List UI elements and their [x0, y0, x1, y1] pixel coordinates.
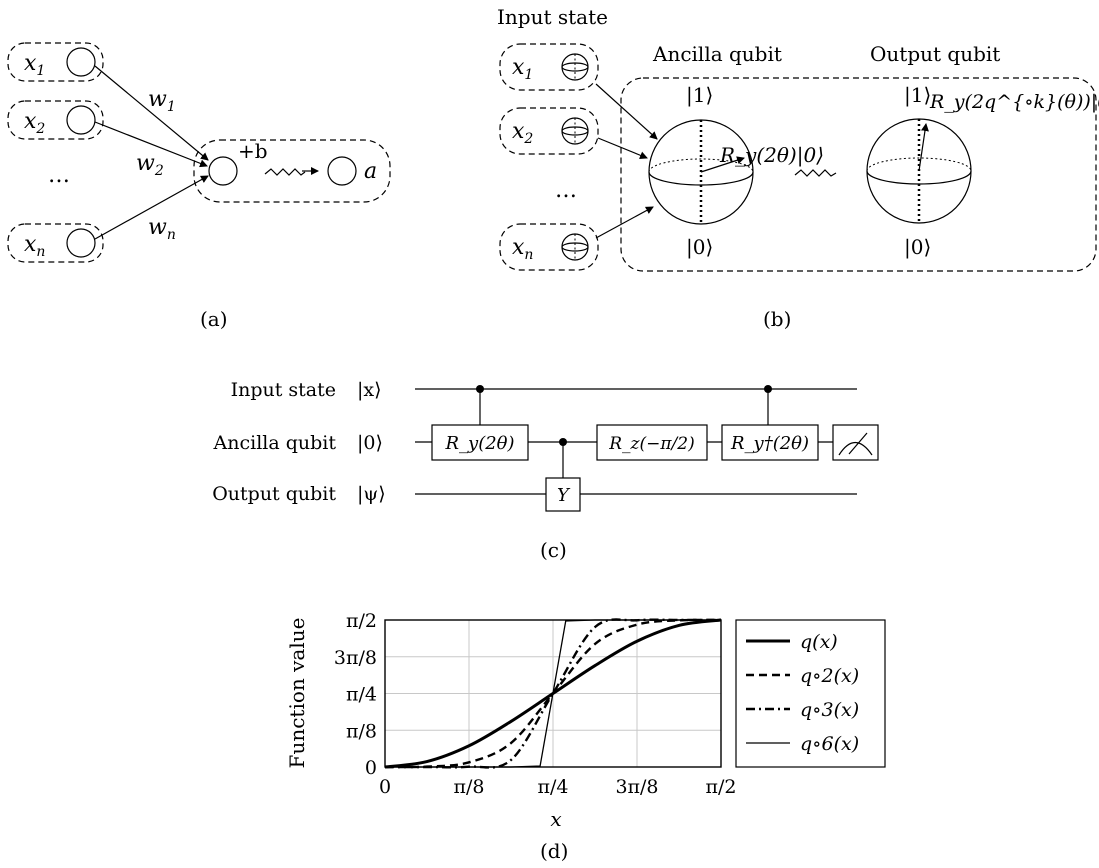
input-node-n	[66, 228, 96, 258]
panel-b: Input state Ancilla qubit Output qubit x…	[497, 5, 1099, 331]
input-xn: xn	[24, 232, 45, 260]
b-input-box-1	[499, 43, 599, 91]
mini-bloch-1	[561, 53, 589, 81]
weight-w2: w2	[136, 151, 164, 179]
output-ket0: |0⟩	[904, 235, 931, 260]
chart-legend: q(x) q∘2(x) q∘3(x) q∘6(x)	[735, 619, 886, 768]
gate-rz	[596, 424, 708, 461]
b-input-xn: xn	[512, 235, 533, 263]
row-label-output: Output qubit	[212, 483, 336, 505]
x-tick-label: π/2	[706, 776, 737, 798]
gate-rz-label: R_z(−π/2)	[608, 434, 694, 454]
caption-a: (a)	[200, 307, 228, 331]
meter-arc	[838, 441, 873, 456]
ancilla-rotation: R_y(2θ)|0⟩	[719, 143, 824, 168]
caption-c: (c)	[540, 538, 567, 562]
legend-label-q2: q∘2(x)	[800, 665, 859, 687]
x-tick-label: 3π/8	[615, 776, 658, 798]
ancilla-ket1: |1⟩	[686, 83, 713, 108]
legend-label-q3: q∘3(x)	[800, 699, 859, 721]
ellipsis-a: …	[48, 163, 70, 188]
y-tick-label: 0	[365, 757, 377, 779]
row-label-input: Input state	[231, 379, 336, 401]
x-tick-label: π/4	[538, 776, 569, 798]
x-tick-label: π/8	[454, 776, 485, 798]
input-node-1	[66, 47, 96, 77]
chart-series	[384, 618, 722, 769]
qubit-box	[620, 77, 1097, 272]
row-label-ancilla: Ancilla qubit	[213, 432, 337, 454]
y-tick-label: π/8	[346, 720, 377, 742]
series-line-4	[384, 619, 722, 768]
legend-label-q6: q∘6(x)	[800, 733, 859, 755]
input-x1: x1	[24, 51, 45, 79]
b-input-box-n	[499, 223, 599, 271]
b-squiggle	[794, 169, 837, 177]
ancilla-bloch-sphere	[648, 119, 754, 225]
caption-b: (b)	[763, 307, 791, 331]
ancilla-ket0: |0⟩	[686, 235, 713, 260]
ancilla-label: Ancilla qubit	[652, 42, 782, 66]
gate-ry	[431, 424, 529, 461]
ket-x: |x⟩	[357, 379, 382, 401]
legend-label-q: q(x)	[800, 631, 838, 653]
mini-bloch-n	[561, 233, 589, 261]
y-tick-label: π/2	[346, 610, 377, 632]
panel-a: x1 x2 xn … w1 w2 wn +b a (a)	[7, 42, 391, 331]
gate-ry-dagger-label: R_y†(2θ)	[730, 433, 809, 454]
ellipsis-b: …	[555, 178, 577, 203]
output-node	[327, 156, 357, 186]
plot-frame	[384, 619, 722, 768]
neuron-box	[193, 139, 391, 203]
panel-c: Input state Ancilla qubit Output qubit |…	[212, 379, 879, 562]
weight-wn: wn	[148, 215, 176, 243]
input-box-2	[7, 100, 104, 140]
input-box-n	[7, 223, 104, 263]
weight-arrow-n	[94, 175, 209, 240]
y-axis-label: Function value	[285, 618, 309, 769]
meter-needle	[848, 432, 868, 455]
activation-squiggle	[264, 168, 306, 176]
input-x2: x2	[24, 109, 45, 137]
gate-ry-label: R_y(2θ)	[444, 433, 514, 454]
output-bloch-sphere	[866, 118, 972, 224]
mini-bloch-2	[561, 117, 589, 145]
x-axis-label: x	[550, 807, 561, 831]
y-tick-label: π/4	[346, 684, 377, 706]
weight-w1: w1	[148, 87, 176, 115]
output-ket1: |1⟩	[904, 83, 931, 108]
gate-y	[545, 477, 581, 512]
gate-ry-dagger	[721, 424, 819, 461]
chart-ticks: 00 π/8 π/8 π/4 π/4 3π/8 3π/8 π/2 π/2	[334, 610, 737, 798]
input-node-2	[66, 105, 96, 135]
b-input-x1: x1	[512, 55, 533, 83]
caption-d: (d)	[540, 839, 568, 863]
weight-arrow-2	[94, 121, 208, 168]
panel-d: 00 π/8 π/8 π/4 π/4 3π/8 3π/8 π/2 π/2 x Function …	[285, 610, 886, 863]
b-input-box-2	[499, 107, 599, 155]
sum-node	[208, 156, 238, 186]
b-arrow-1	[595, 83, 658, 140]
input-state-label: Input state	[497, 5, 608, 29]
b-arrow-n	[595, 206, 654, 239]
b-arrow-2	[597, 137, 648, 160]
x-tick-label: 0	[379, 776, 391, 798]
b-input-x2: x2	[512, 119, 533, 147]
ket-0: |0⟩	[357, 432, 383, 454]
bias-label: +b	[238, 139, 268, 163]
output-a: a	[364, 159, 377, 184]
ket-psi: |ψ⟩	[357, 483, 386, 505]
input-box-1	[7, 42, 104, 82]
weight-arrow-1	[94, 65, 209, 161]
gate-y-label: Y	[557, 485, 571, 506]
output-qubit-label: Output qubit	[870, 42, 1000, 66]
y-tick-label: 3π/8	[334, 647, 377, 669]
output-rotation: R_y(2q^{∘k}(θ))|0⟩	[929, 91, 1099, 113]
